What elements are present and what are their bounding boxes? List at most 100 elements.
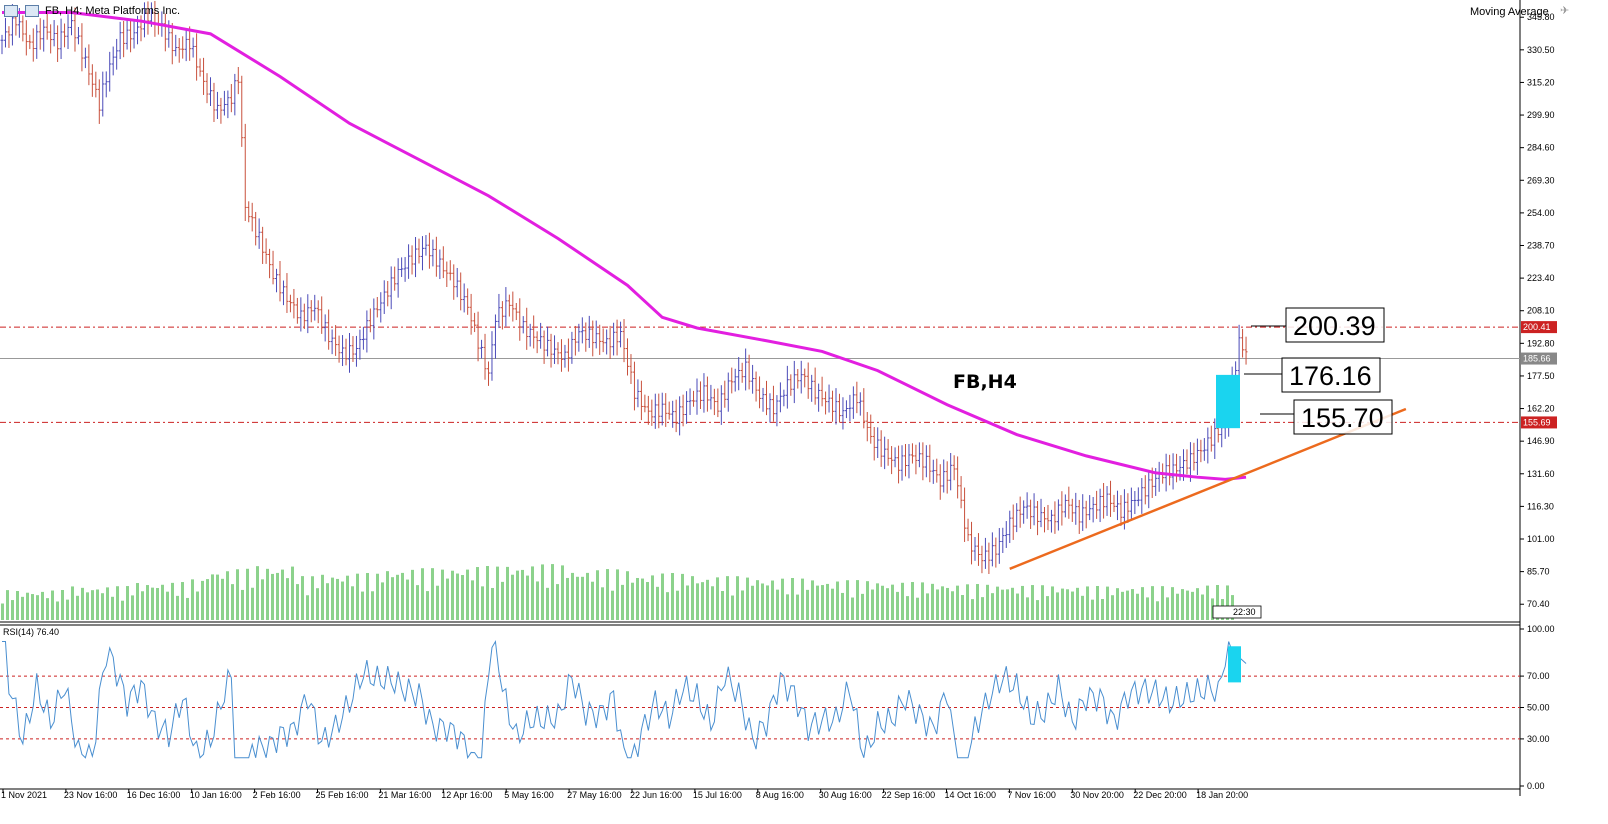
volume-bar: [301, 576, 304, 620]
y-tick-label: 269.30: [1527, 175, 1555, 185]
y-tick-label: 116.30: [1527, 501, 1554, 511]
x-tick-label: 2 Feb 16:00: [253, 790, 301, 800]
y-tick-label: 254.00: [1527, 208, 1555, 218]
volume-bar: [126, 586, 129, 620]
volume-bar: [661, 573, 664, 620]
volume-bar: [286, 578, 289, 620]
price-tag: [1521, 416, 1557, 429]
x-tick-label: 25 Feb 16:00: [316, 790, 369, 800]
volume-bar: [736, 576, 739, 620]
volume-bar: [166, 591, 169, 620]
volume-bar: [1071, 591, 1074, 620]
volume-bar: [181, 582, 184, 620]
volume-bar: [96, 589, 99, 620]
volume-bar: [316, 588, 319, 620]
volume-bar: [716, 577, 719, 620]
volume-bar: [21, 596, 24, 620]
symbol-icon[interactable]: [25, 5, 39, 17]
volume-bar: [311, 576, 314, 620]
volume-bar: [86, 592, 89, 620]
volume-bar: [441, 569, 444, 620]
volume-bar: [931, 583, 934, 620]
volume-bar: [1066, 589, 1069, 620]
volume-bar: [296, 584, 299, 620]
volume-bar: [331, 577, 334, 620]
volume-bar: [1206, 585, 1209, 620]
volume-bar: [1186, 590, 1189, 620]
volume-bar: [921, 582, 924, 620]
volume-bar: [881, 585, 884, 620]
volume-bar: [146, 585, 149, 620]
volume-bar: [666, 592, 669, 620]
volume-bar: [226, 571, 229, 620]
volume-bar: [156, 587, 159, 620]
x-tick-label: 15 Jul 16:00: [693, 790, 742, 800]
volume-bar: [371, 591, 374, 620]
volume-bar: [846, 580, 849, 620]
volume-bar: [676, 590, 679, 620]
chart-menu-icon[interactable]: [4, 5, 18, 17]
x-tick-label: 23 Nov 16:00: [64, 790, 118, 800]
volume-bar: [586, 572, 589, 620]
volume-bar: [971, 599, 974, 620]
volume-bar: [1081, 595, 1084, 620]
volume-bar: [376, 573, 379, 620]
volume-bar: [1121, 591, 1124, 620]
y-tick-label: 85.70: [1527, 567, 1550, 577]
volume-bar: [816, 585, 819, 620]
volume-bar: [186, 597, 189, 620]
volume-bar: [71, 586, 74, 620]
volume-bar: [956, 585, 959, 620]
y-tick-label: 146.90: [1527, 436, 1555, 446]
volume-bar: [1041, 585, 1044, 620]
y-tick-label: 315.20: [1527, 77, 1555, 87]
volume-bar: [1166, 597, 1169, 620]
volume-bar: [891, 584, 894, 620]
volume-bar: [601, 587, 604, 620]
volume-bar: [431, 568, 434, 620]
volume-bar: [546, 587, 549, 620]
volume-bar: [196, 591, 199, 620]
x-tick-label: 27 May 16:00: [567, 790, 622, 800]
settings-icon[interactable]: ✈: [1560, 5, 1570, 17]
volume-bar: [481, 586, 484, 620]
volume-bar: [771, 580, 774, 620]
volume-bar: [976, 584, 979, 620]
volume-bar: [396, 574, 399, 620]
volume-bar: [6, 590, 9, 620]
volume-bar: [1091, 599, 1094, 620]
volume-bar: [961, 595, 964, 620]
price-tag: [1521, 352, 1557, 365]
x-tick-label: 22 Jun 16:00: [630, 790, 682, 800]
volume-bar: [16, 591, 19, 620]
volume-bar: [611, 590, 614, 620]
moving-average-line: [2, 11, 1247, 481]
x-tick-label: 22 Sep 16:00: [882, 790, 936, 800]
volume-bar: [1141, 587, 1144, 620]
x-tick-label: 18 Jan 20:00: [1196, 790, 1248, 800]
volume-bar: [1176, 593, 1179, 620]
volume-bar: [831, 588, 834, 620]
volume-bar: [916, 597, 919, 620]
x-tick-label: 30 Aug 16:00: [819, 790, 872, 800]
volume-bar: [211, 574, 214, 620]
y-tick-label: 299.90: [1527, 110, 1555, 120]
price-box-value: 155.70: [1301, 403, 1384, 433]
price-box-value: 200.39: [1293, 311, 1376, 341]
volume-bar: [901, 582, 904, 620]
volume-bar: [361, 591, 364, 620]
y-tick-label: 284.60: [1527, 143, 1555, 153]
y-tick-label: 345.80: [1527, 12, 1555, 22]
volume-bar: [1196, 588, 1199, 620]
volume-bar: [426, 591, 429, 620]
volume-bar: [281, 569, 284, 620]
volume-bar: [951, 591, 954, 620]
volume-bar: [271, 573, 274, 620]
volume-bar: [851, 597, 854, 620]
volume-bar: [436, 585, 439, 620]
rsi-title: RSI(14) 76.40: [3, 627, 59, 637]
volume-bar: [856, 580, 859, 620]
volume-bar: [551, 564, 554, 620]
rsi-line: [2, 640, 1247, 760]
